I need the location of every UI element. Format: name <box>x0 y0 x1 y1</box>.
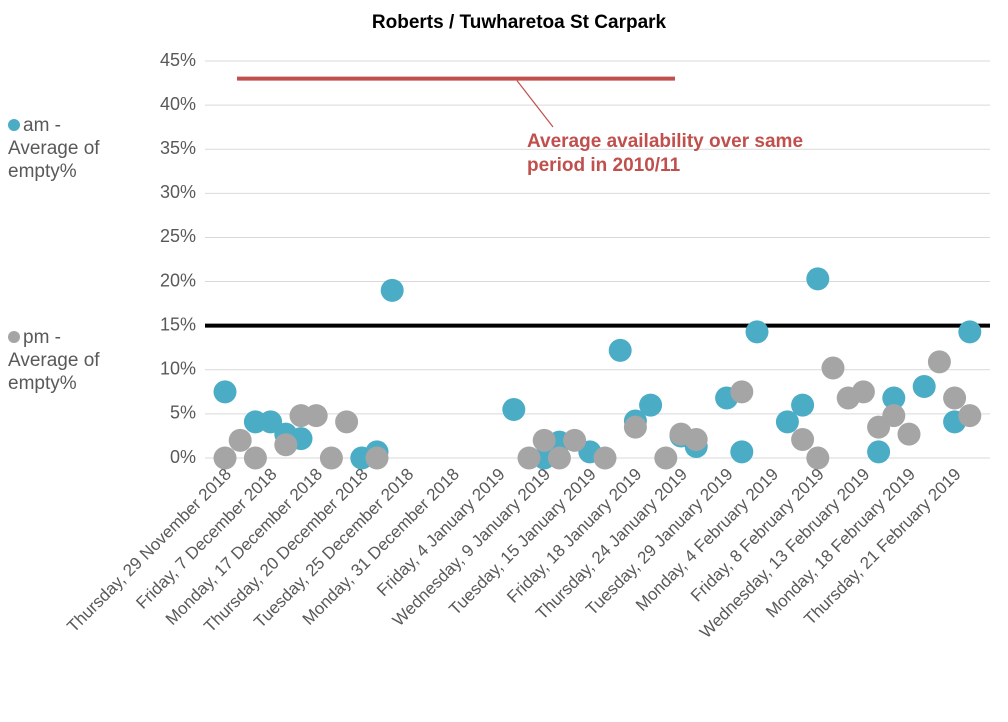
legend-swatch <box>8 119 20 131</box>
point <box>775 410 799 434</box>
legend-label: pm - Average of empty% <box>8 327 100 394</box>
x-tick-label: Thursday, 29 November 2018 <box>63 465 235 637</box>
y-tick-label: 35% <box>160 138 196 158</box>
legend-label: am - Average of empty% <box>8 115 100 182</box>
point <box>927 350 951 374</box>
point <box>867 440 891 464</box>
point <box>228 428 252 452</box>
point <box>943 386 967 410</box>
point <box>213 446 237 470</box>
y-tick-label: 15% <box>160 314 196 334</box>
point <box>243 446 267 470</box>
point <box>563 428 587 452</box>
legend-swatch <box>8 331 20 343</box>
point <box>502 397 526 421</box>
point <box>532 428 556 452</box>
point <box>745 320 769 344</box>
point <box>882 386 906 410</box>
point <box>335 410 359 434</box>
point <box>912 375 936 399</box>
point <box>730 380 754 404</box>
point <box>882 404 906 428</box>
point <box>517 446 541 470</box>
point <box>319 446 343 470</box>
y-tick-label: 40% <box>160 94 196 114</box>
point <box>806 446 830 470</box>
point <box>791 393 815 417</box>
annotation: Average availability over same period in… <box>527 131 804 176</box>
point <box>274 433 298 457</box>
point <box>958 404 982 428</box>
legend-item: pm - Average of empty% <box>8 326 118 395</box>
y-tick-label: 0% <box>170 447 196 467</box>
y-tick-label: 20% <box>160 270 196 290</box>
leader-line <box>516 80 554 128</box>
point <box>213 380 237 404</box>
point <box>958 320 982 344</box>
point <box>380 278 404 302</box>
point <box>851 380 875 404</box>
point <box>684 427 708 451</box>
point <box>623 415 647 439</box>
point <box>821 356 845 380</box>
point <box>806 267 830 291</box>
y-tick-label: 5% <box>170 403 196 423</box>
y-tick-label: 30% <box>160 182 196 202</box>
y-tick-label: 45% <box>160 50 196 70</box>
point <box>654 446 678 470</box>
chart-title: Roberts / Tuwharetoa St Carpark <box>372 12 667 33</box>
point <box>897 422 921 446</box>
point <box>608 338 632 362</box>
point <box>365 446 389 470</box>
point <box>304 404 328 428</box>
point <box>639 393 663 417</box>
y-tick-label: 25% <box>160 226 196 246</box>
point <box>791 427 815 451</box>
point <box>259 410 283 434</box>
point <box>547 446 571 470</box>
point <box>593 446 617 470</box>
y-tick-label: 10% <box>160 359 196 379</box>
point <box>730 440 754 464</box>
legend-item: am - Average of empty% <box>8 114 118 183</box>
